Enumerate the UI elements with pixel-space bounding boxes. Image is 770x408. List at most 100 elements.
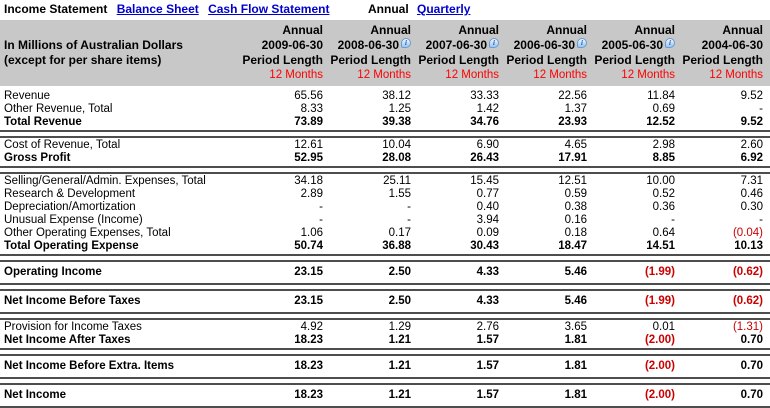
table-row: Gross Profit 52.95 28.08 26.43 17.91 8.85 6.92 bbox=[0, 152, 770, 165]
column-date: 2006-06-30 i bbox=[506, 38, 587, 53]
column-period-label: Annual bbox=[370, 23, 411, 37]
row-value: 1.29 bbox=[388, 321, 411, 333]
column-period-label: Annual bbox=[634, 23, 675, 37]
row-value: 10.00 bbox=[646, 175, 675, 187]
row-value: - bbox=[319, 201, 323, 213]
table-section: Revenue 65.56 38.12 33.33 22.56 11.84 9.52 Othe… bbox=[0, 89, 770, 132]
row-value: 65.56 bbox=[294, 90, 323, 102]
column-months: 12 Months bbox=[269, 69, 323, 81]
row-label: Net Income bbox=[4, 389, 66, 401]
row-value: 15.45 bbox=[470, 175, 499, 187]
row-value: 0.36 bbox=[652, 201, 675, 213]
column-period-length-label: Period Length bbox=[594, 53, 675, 67]
table-row: Total Operating Expense 50.74 36.88 30.43 18… bbox=[0, 240, 770, 253]
row-value: (1.99) bbox=[644, 295, 675, 307]
column-date: 2007-06-30 i bbox=[418, 38, 499, 53]
row-value: 1.25 bbox=[388, 103, 411, 115]
row-value: 1.42 bbox=[476, 103, 499, 115]
row-label: Total Revenue bbox=[4, 116, 82, 128]
row-value: 1.37 bbox=[564, 103, 587, 115]
row-value: 38.12 bbox=[382, 90, 411, 102]
table-header: In Millions of Australian Dollars (excep… bbox=[0, 20, 770, 86]
info-icon[interactable]: i bbox=[489, 38, 499, 48]
row-value: 18.23 bbox=[294, 360, 323, 372]
info-icon[interactable]: i bbox=[665, 38, 675, 48]
row-value: 0.18 bbox=[564, 227, 587, 239]
column-header-2004-06-30: Annual 2004-06-30 Period Length 12 Months bbox=[682, 23, 770, 83]
row-value: 1.57 bbox=[476, 389, 499, 401]
row-value: 6.90 bbox=[476, 139, 499, 151]
row-value: 1.57 bbox=[476, 360, 499, 372]
row-label: Revenue bbox=[4, 90, 51, 102]
row-value: 1.57 bbox=[476, 334, 499, 346]
row-value: 14.51 bbox=[646, 240, 675, 252]
row-value: 1.81 bbox=[564, 360, 587, 372]
row-value: 22.56 bbox=[558, 90, 587, 102]
column-months: 12 Months bbox=[621, 69, 675, 81]
info-icon[interactable]: i bbox=[401, 38, 411, 48]
row-value: (1.31) bbox=[732, 321, 763, 333]
row-value: - bbox=[759, 214, 763, 226]
table-row: Operating Income 23.15 2.50 4.33 5.46 (1.99) (… bbox=[0, 263, 770, 282]
table-row: Total Revenue 73.89 39.38 34.76 23.93 12.52 9.… bbox=[0, 116, 770, 129]
toggle-annual[interactable]: Annual bbox=[368, 2, 409, 16]
row-value: 10.04 bbox=[382, 139, 411, 151]
column-period-length-label: Period Length bbox=[330, 53, 411, 67]
row-value: 2.50 bbox=[388, 266, 411, 278]
row-value: 5.46 bbox=[564, 266, 587, 278]
row-value: 3.65 bbox=[564, 321, 587, 333]
row-value: 73.89 bbox=[294, 116, 323, 128]
row-label: Depreciation/Amortization bbox=[4, 201, 136, 213]
row-value: 0.01 bbox=[652, 321, 675, 333]
row-label: Unusual Expense (Income) bbox=[4, 214, 143, 226]
tab-cash-flow-statement[interactable]: Cash Flow Statement bbox=[208, 2, 330, 16]
row-value: 4.33 bbox=[476, 295, 499, 307]
unit-label-line1: In Millions of Australian Dollars bbox=[4, 38, 183, 52]
row-value: 0.09 bbox=[476, 227, 499, 239]
row-value: 50.74 bbox=[294, 240, 323, 252]
table-section: Provision for Income Taxes 4.92 1.29 2.76 3.… bbox=[0, 318, 770, 350]
row-label: Total Operating Expense bbox=[4, 240, 139, 252]
row-label: Gross Profit bbox=[4, 152, 71, 164]
row-value: 26.43 bbox=[470, 152, 499, 164]
row-value: 0.38 bbox=[564, 201, 587, 213]
row-value: 6.92 bbox=[740, 152, 763, 164]
column-period-label: Annual bbox=[722, 23, 763, 37]
unit-label-line2: (except for per share items) bbox=[4, 53, 162, 67]
row-value: 7.31 bbox=[740, 175, 763, 187]
column-period-length-label: Period Length bbox=[682, 53, 763, 67]
toggle-quarterly[interactable]: Quarterly bbox=[417, 2, 471, 16]
tab-income-statement[interactable]: Income Statement bbox=[4, 2, 108, 16]
row-value: 0.59 bbox=[564, 188, 587, 200]
column-header-2005-06-30: Annual 2005-06-30 i Period Length 12 Months bbox=[594, 23, 682, 83]
info-icon[interactable]: i bbox=[577, 38, 587, 48]
table-section: Operating Income 23.15 2.50 4.33 5.46 (1.99) (… bbox=[0, 260, 770, 285]
column-period-length-label: Period Length bbox=[418, 53, 499, 67]
table-section: Cost of Revenue, Total 12.61 10.04 6.90 4.65… bbox=[0, 136, 770, 168]
table-row: Net Income Before Taxes 23.15 2.50 4.33 5.46… bbox=[0, 292, 770, 311]
table-row: Selling/General/Admin. Expenses, Total 34… bbox=[0, 175, 770, 188]
column-date: 2008-06-30 i bbox=[330, 38, 411, 53]
row-value: 17.91 bbox=[558, 152, 587, 164]
row-value: 8.33 bbox=[300, 103, 323, 115]
row-value: 1.55 bbox=[388, 188, 411, 200]
row-value: 0.52 bbox=[652, 188, 675, 200]
row-value: 0.70 bbox=[740, 389, 763, 401]
column-date: 2005-06-30 i bbox=[594, 38, 675, 53]
row-value: 12.51 bbox=[558, 175, 587, 187]
row-value: 9.52 bbox=[740, 116, 763, 128]
row-value: - bbox=[759, 103, 763, 115]
row-value: 4.65 bbox=[564, 139, 587, 151]
table-row: Unusual Expense (Income) - - 3.94 0.16 - - bbox=[0, 214, 770, 227]
row-label: Research & Development bbox=[4, 188, 136, 200]
row-value: 39.38 bbox=[382, 116, 411, 128]
statement-nav: Income Statement Balance Sheet Cash Flow… bbox=[0, 0, 770, 20]
column-months: 12 Months bbox=[709, 69, 763, 81]
row-value: (0.62) bbox=[732, 266, 763, 278]
row-value: 23.15 bbox=[294, 295, 323, 307]
row-value: 2.50 bbox=[388, 295, 411, 307]
row-label: Operating Income bbox=[4, 266, 102, 278]
row-value: (1.99) bbox=[644, 266, 675, 278]
column-header-2007-06-30: Annual 2007-06-30 i Period Length 12 Months bbox=[418, 23, 506, 83]
tab-balance-sheet[interactable]: Balance Sheet bbox=[116, 2, 199, 16]
